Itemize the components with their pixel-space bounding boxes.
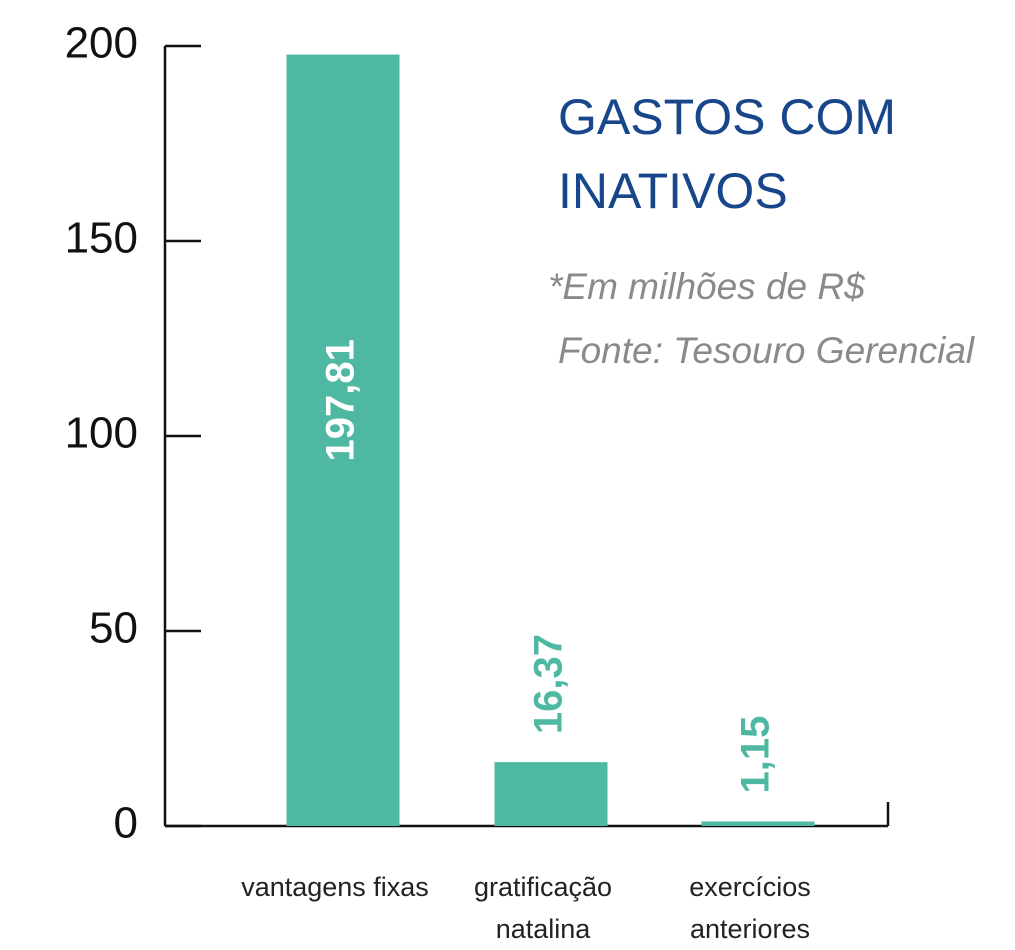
bar [494,762,608,826]
x-tick-label: exercícios anteriores [689,872,811,944]
x-tick-label: gratificação natalina [473,872,613,944]
y-tick-label: 200 [65,19,138,68]
x-tick-label: vantagens fixas [241,872,429,902]
note: *Em milhões de R$ [548,266,865,307]
bar [701,821,815,826]
data-label: 1,15 [734,716,778,794]
y-tick-label: 0 [114,799,138,848]
bar [286,54,400,826]
y-tick-label: 50 [89,604,138,653]
y-tick-label: 150 [65,214,138,263]
data-label: 197,81 [319,339,363,461]
source: Fonte: Tesouro Gerencial [558,330,975,371]
data-label: 16,37 [527,634,571,734]
chart-title: GASTOS COM INATIVOS [558,89,897,219]
y-tick-label: 100 [65,409,138,458]
